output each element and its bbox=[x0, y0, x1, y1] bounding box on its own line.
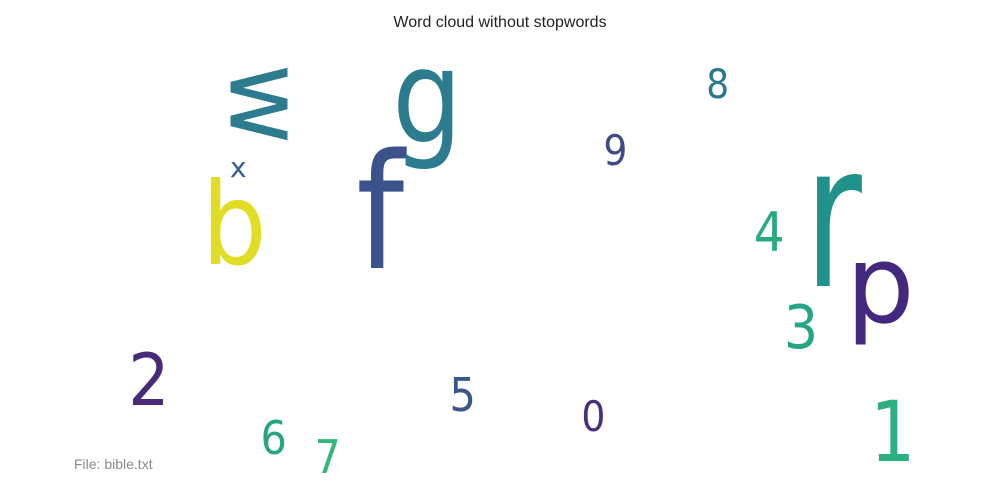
word-g: g bbox=[392, 21, 463, 173]
word-p: p bbox=[846, 223, 915, 348]
word-0: 0 bbox=[581, 392, 606, 441]
word-9: 9 bbox=[603, 126, 628, 175]
source-file-label: File: bible.txt bbox=[74, 456, 153, 472]
word-2: 2 bbox=[128, 338, 170, 422]
figure-title: Word cloud without stopwords bbox=[393, 14, 607, 31]
word-x: x bbox=[230, 151, 247, 184]
word-f: f bbox=[356, 119, 405, 306]
word-w: w bbox=[205, 63, 328, 145]
word-3: 3 bbox=[783, 293, 819, 363]
word-b: b bbox=[201, 158, 267, 291]
word-5: 5 bbox=[449, 368, 476, 422]
word-7: 7 bbox=[314, 430, 341, 484]
word-1: 1 bbox=[870, 383, 916, 481]
word-4: 4 bbox=[753, 201, 785, 264]
word-8: 8 bbox=[706, 62, 730, 108]
word-r: r bbox=[804, 101, 862, 334]
word-6: 6 bbox=[260, 411, 287, 465]
